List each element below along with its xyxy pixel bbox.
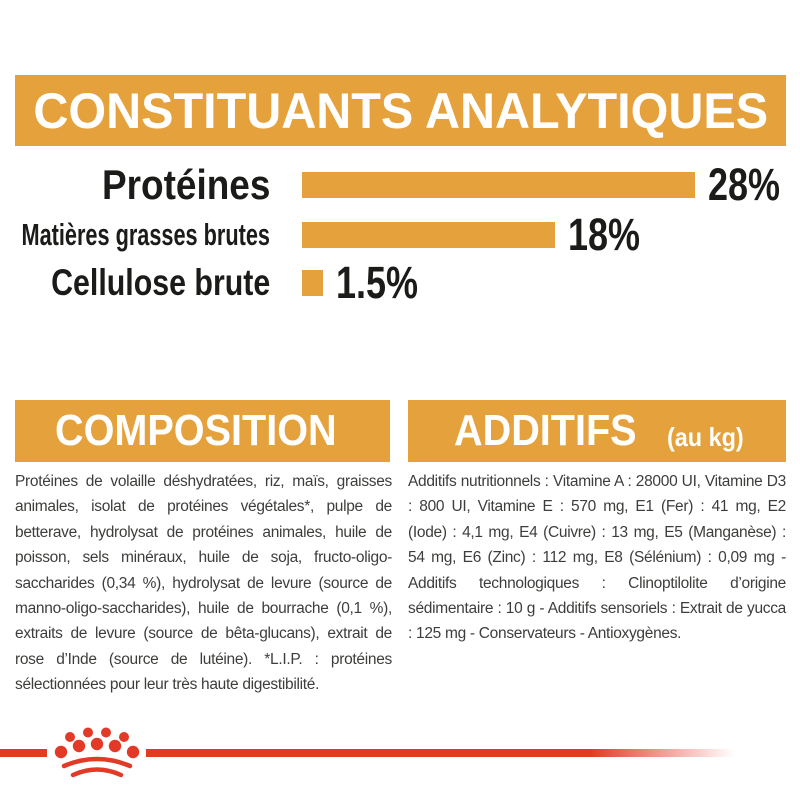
chart-row-matieres-grasses: Matières grasses brutes 18% <box>0 209 800 260</box>
additifs-body: Additifs nutritionnels : Vitamine A : 28… <box>408 473 786 643</box>
additifs-header: ADDITIFS (au kg) <box>408 400 786 462</box>
bar-matieres-grasses <box>302 222 555 248</box>
composition-title: COMPOSITION <box>55 406 337 455</box>
royal-canin-crown-icon <box>54 727 140 778</box>
chart-value: 28% <box>708 159 781 210</box>
chart-label: Cellulose brute <box>50 262 270 303</box>
footer-line-left <box>0 749 47 757</box>
chart-value: 18% <box>568 209 641 260</box>
bar-proteines <box>302 172 695 198</box>
chart-row-proteines: Protéines 28% <box>0 159 800 210</box>
analytics-banner: CONSTITUANTS ANALYTIQUES <box>15 75 786 146</box>
chart-label: Matières grasses brutes <box>21 217 270 252</box>
footer-line-right <box>146 749 746 757</box>
chart-row-cellulose: Cellulose brute 1.5% <box>0 257 800 308</box>
additifs-title-suffix: (au kg) <box>666 421 744 452</box>
bar-cellulose <box>302 270 323 296</box>
chart-value: 1.5% <box>336 257 419 308</box>
banner-title: CONSTITUANTS ANALYTIQUES <box>33 82 768 139</box>
composition-header: COMPOSITION <box>15 400 390 462</box>
chart-label: Protéines <box>101 161 270 208</box>
composition-body: Protéines de volaille déshydratées, riz,… <box>15 473 392 694</box>
additifs-title: ADDITIFS <box>454 406 637 455</box>
